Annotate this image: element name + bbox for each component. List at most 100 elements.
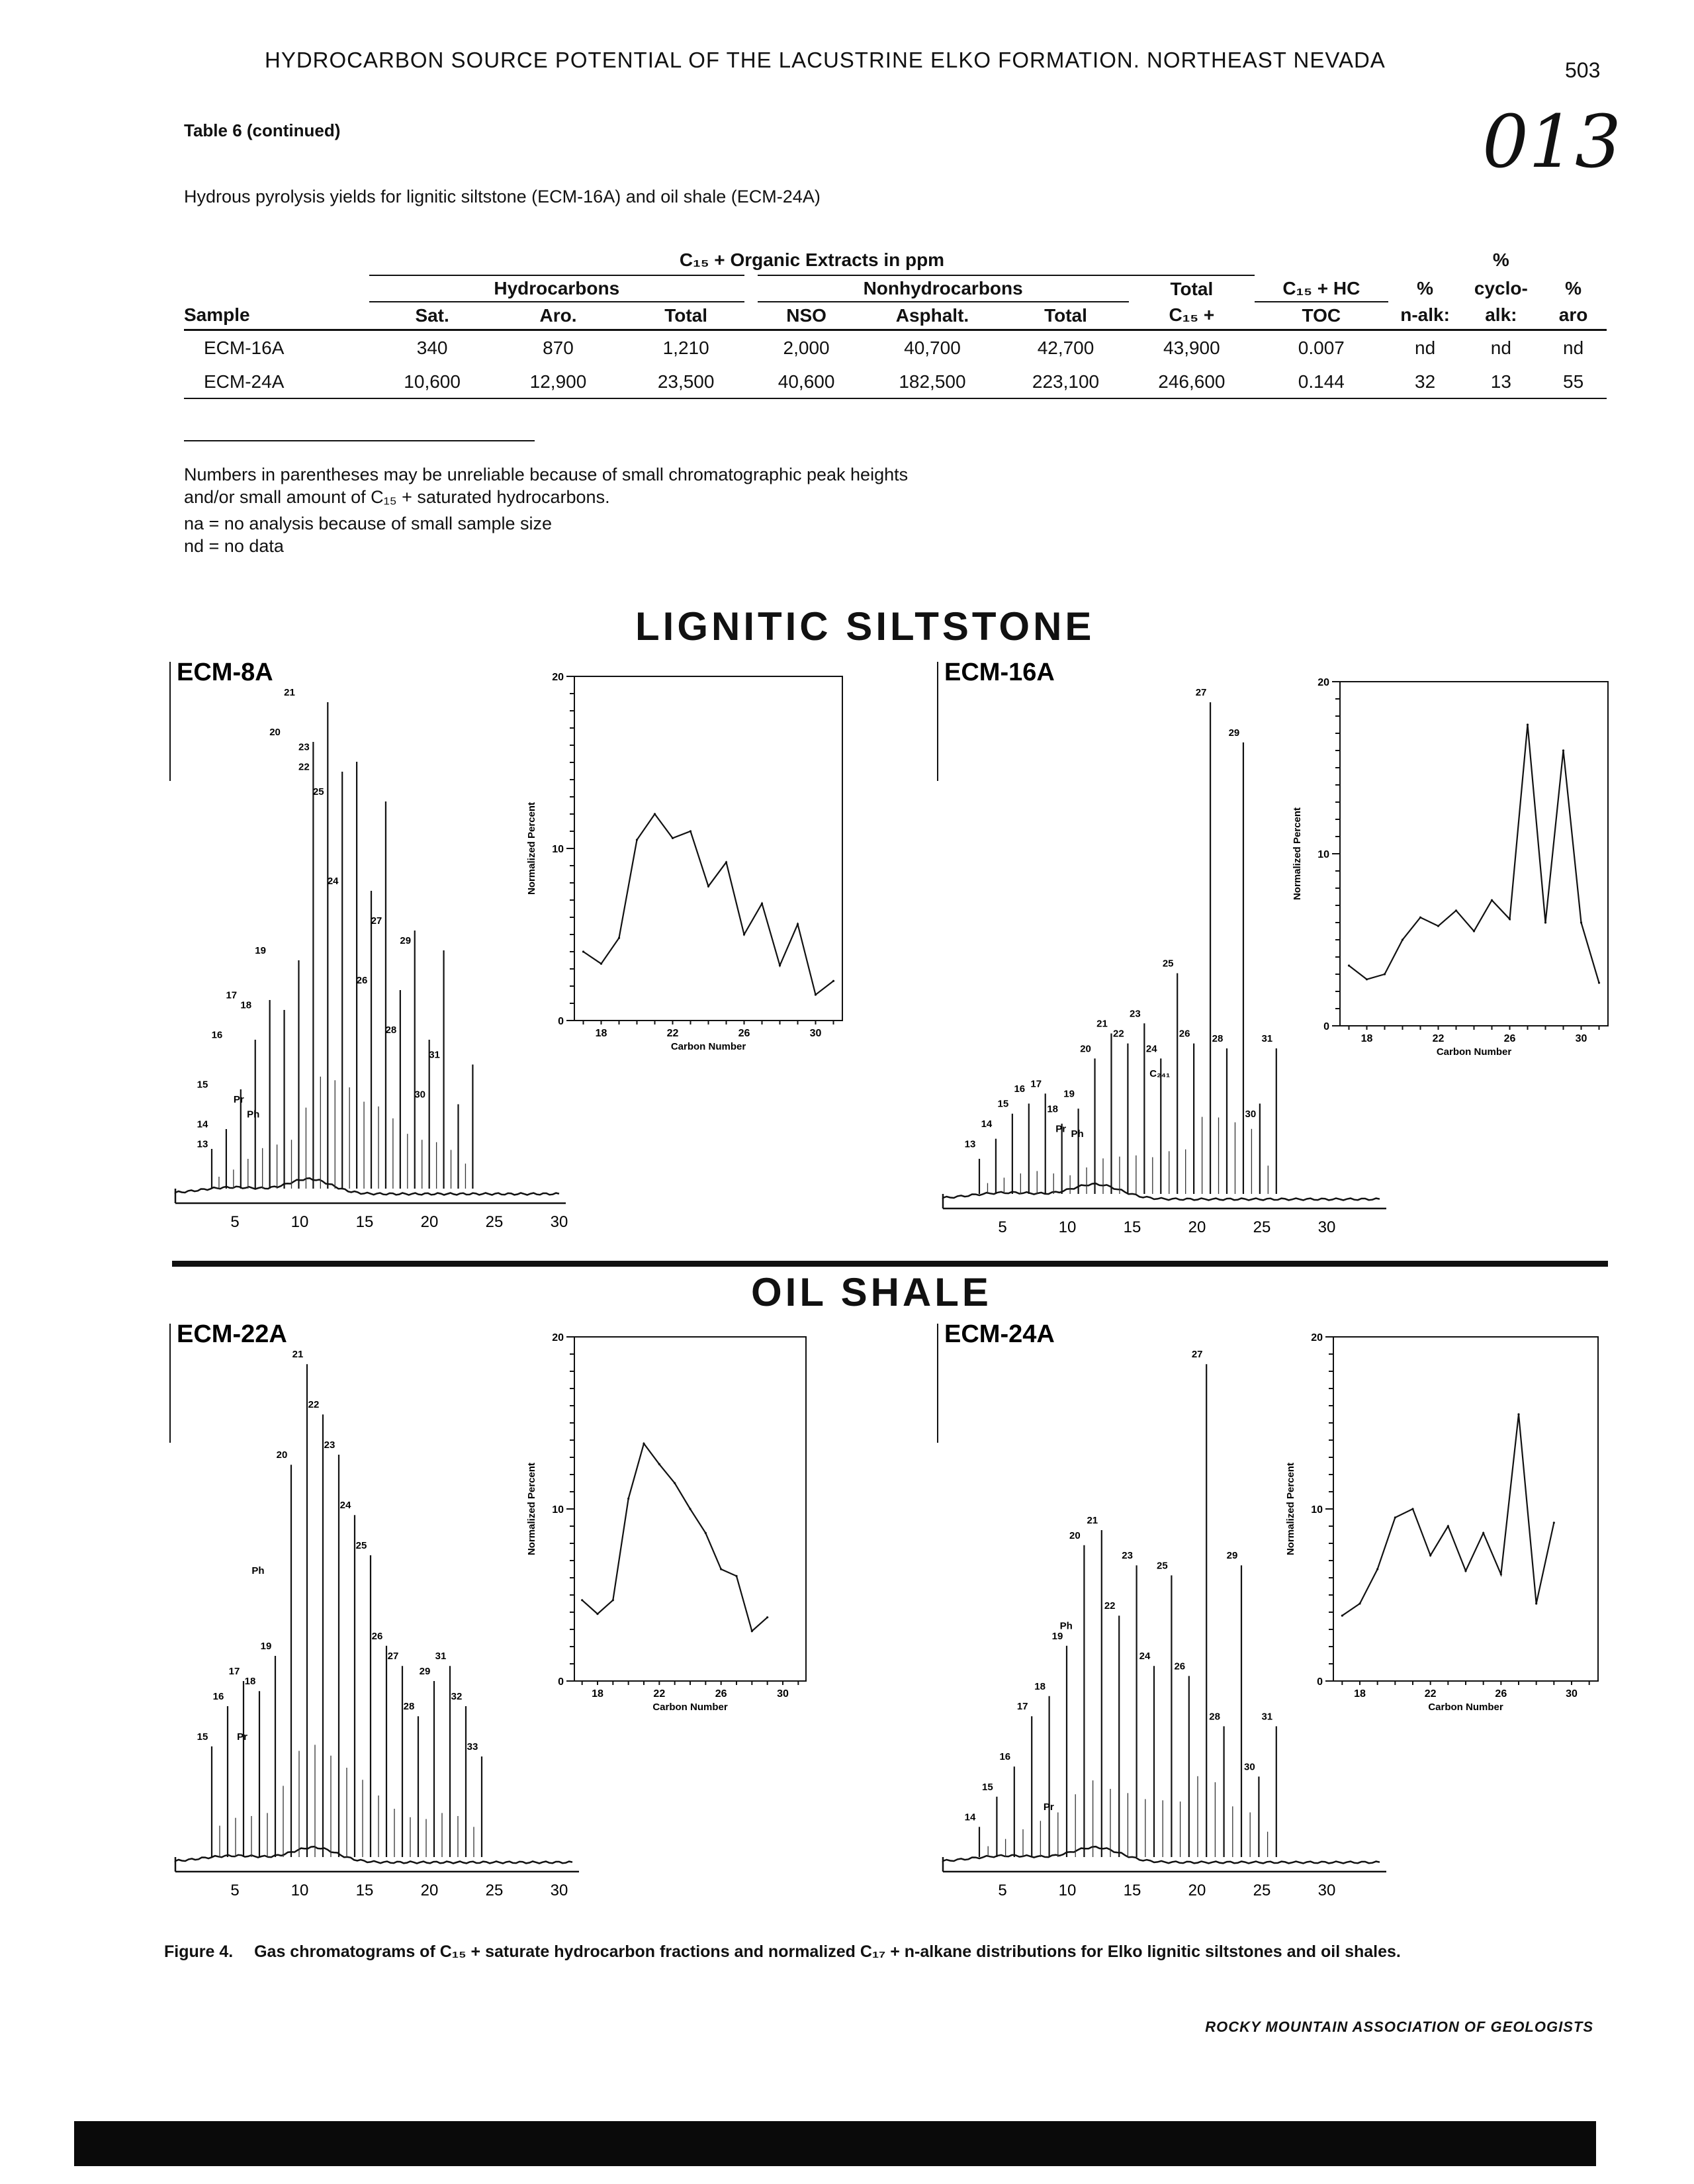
data-point xyxy=(1562,749,1565,752)
peak-label: Ph xyxy=(1060,1621,1073,1632)
peak-label: 18 xyxy=(245,1676,256,1687)
time-tick-label: 20 xyxy=(421,1882,439,1899)
peak-label: 26 xyxy=(357,975,368,986)
peak-label: 31 xyxy=(435,1651,447,1662)
y-tick-label: 10 xyxy=(552,1504,564,1516)
time-tick-label: 20 xyxy=(1188,1882,1206,1899)
peak-label: 15 xyxy=(197,1079,208,1091)
data-point xyxy=(1359,1602,1361,1605)
peak-label: 30 xyxy=(414,1089,425,1101)
peak-label: 19 xyxy=(261,1641,272,1652)
peak-label: Ph xyxy=(251,1565,264,1576)
data-point xyxy=(707,885,710,887)
data-point xyxy=(1499,1573,1502,1576)
peak-label: 22 xyxy=(308,1399,320,1410)
peak-label: 13 xyxy=(197,1139,208,1150)
peak-label: 20 xyxy=(1069,1530,1081,1541)
baseline-trace xyxy=(942,1845,1380,1864)
peak-label: 18 xyxy=(1047,1103,1058,1115)
inset-frame xyxy=(1333,1336,1599,1682)
data-point xyxy=(1383,973,1386,976)
cell-sat: 10,600 xyxy=(404,371,461,392)
cell-hc-toc: 0.007 xyxy=(1298,337,1345,358)
group-hydrocarbons: Hydrocarbons xyxy=(369,275,751,302)
series-line xyxy=(581,1441,768,1633)
cell-nso: 2,000 xyxy=(783,337,830,358)
peak-label: 26 xyxy=(1174,1661,1185,1672)
x-axis-label: Carbon Number xyxy=(1437,1046,1512,1058)
x-tick-label: 30 xyxy=(1576,1033,1587,1044)
peak-label: 14 xyxy=(197,1119,208,1130)
data-point xyxy=(1597,981,1601,984)
peak-label: Ph xyxy=(1071,1128,1083,1140)
time-tick-label: 25 xyxy=(486,1882,504,1899)
x-tick-label: 26 xyxy=(715,1688,727,1700)
peak-label: 25 xyxy=(1163,958,1174,969)
data-point xyxy=(1472,930,1476,933)
footer-bar xyxy=(74,2121,1596,2166)
cell-sat: 340 xyxy=(416,337,448,358)
group-title: C₁₅ + Organic Extracts in ppm xyxy=(679,249,945,270)
time-tick-label: 10 xyxy=(1059,1882,1077,1899)
col-aro-bottom: aro xyxy=(1558,304,1588,326)
data-point xyxy=(796,923,799,925)
x-tick-label: 18 xyxy=(596,1028,607,1039)
series-line xyxy=(582,813,834,996)
cell-hc-toc: 0.144 xyxy=(1298,371,1345,392)
cell-nhc-total: 223,100 xyxy=(1032,371,1100,392)
peak-label: 14 xyxy=(965,1811,976,1823)
col-nhc-total: Total xyxy=(1003,301,1129,330)
section-title-lignitic: LIGNITIC SILTSTONE xyxy=(635,604,1095,649)
data-point xyxy=(1419,916,1422,919)
y-tick-label: 20 xyxy=(552,672,564,683)
peak-label: 20 xyxy=(1080,1043,1091,1054)
cell-aro-pct: 55 xyxy=(1563,371,1584,392)
time-tick-label: 20 xyxy=(421,1213,439,1231)
peak-label: 27 xyxy=(388,1651,399,1662)
y-tick-label: 0 xyxy=(558,1016,564,1027)
peak-label: 29 xyxy=(400,935,411,946)
data-point xyxy=(1429,1554,1432,1557)
peak-label: 29 xyxy=(1229,727,1240,739)
cell-asphalt: 40,700 xyxy=(904,337,961,358)
data-point xyxy=(1552,1522,1555,1524)
table-6: C₁₅ + Organic Extracts in ppm % Hydrocar… xyxy=(184,245,1607,399)
peak-label: 28 xyxy=(404,1701,415,1712)
peak-label: 18 xyxy=(240,1000,251,1011)
chromatogram-ecm-24a: ECM-24A 14 15 16 17 18 19 20 21 22 23 24 25 26 27 28 29 3… xyxy=(937,1320,1386,1899)
peak-label: 23 xyxy=(298,742,310,753)
peak-label: Pr xyxy=(237,1731,247,1743)
y-tick-label: 20 xyxy=(552,1332,564,1343)
data-point xyxy=(689,1508,691,1510)
peak-label: 24 xyxy=(1146,1043,1157,1054)
sample-id: ECM-16A xyxy=(944,659,1055,686)
col-total-top: Total xyxy=(1128,275,1255,302)
time-tick-label: 5 xyxy=(998,1882,1006,1899)
page-number: 503 xyxy=(1565,58,1601,82)
peak-label: 27 xyxy=(1192,1349,1203,1360)
baseline-trace xyxy=(174,1845,573,1864)
time-tick-label: 25 xyxy=(1253,1218,1271,1236)
peak-label: 24 xyxy=(328,876,339,887)
figure-row-oil-shale: ECM-22A 15 16 17 18 19 20 21 22 23 24 25 26 27 28 29 31 3… xyxy=(169,1320,1599,1899)
peak-label: 14 xyxy=(981,1118,993,1130)
col-sat: Sat. xyxy=(369,301,496,330)
x-tick-label: 22 xyxy=(653,1688,665,1700)
cell-nso: 40,600 xyxy=(778,371,835,392)
inset-chart-ecm-24a: 0 10 20 18 22 26 30 Carbon Number Normalized Per… xyxy=(1285,1332,1599,1713)
note-line: and/or small amount of C₁₅ + saturated h… xyxy=(184,487,610,507)
figure-caption: Figure 4. Gas chromatograms of C₁₅ + sat… xyxy=(164,1940,1607,1963)
inset-chart-ecm-22a: 0 10 20 18 22 26 30 Carbon Number Normalized Per… xyxy=(526,1332,807,1713)
peak-label: 33 xyxy=(467,1741,478,1752)
peak-label: 20 xyxy=(277,1449,288,1461)
x-tick-label: 30 xyxy=(777,1688,789,1700)
group-nonhydrocarbons: Nonhydrocarbons xyxy=(744,275,1129,302)
data-point xyxy=(617,936,621,939)
x-tick-label: 18 xyxy=(1361,1033,1373,1044)
note-line: nd = no data xyxy=(184,536,284,556)
peak-label: 17 xyxy=(229,1666,240,1677)
x-tick-label: 30 xyxy=(810,1028,822,1039)
y-tick-label: 10 xyxy=(1317,849,1329,860)
data-point xyxy=(720,1568,723,1570)
peak-label: 19 xyxy=(255,945,266,956)
